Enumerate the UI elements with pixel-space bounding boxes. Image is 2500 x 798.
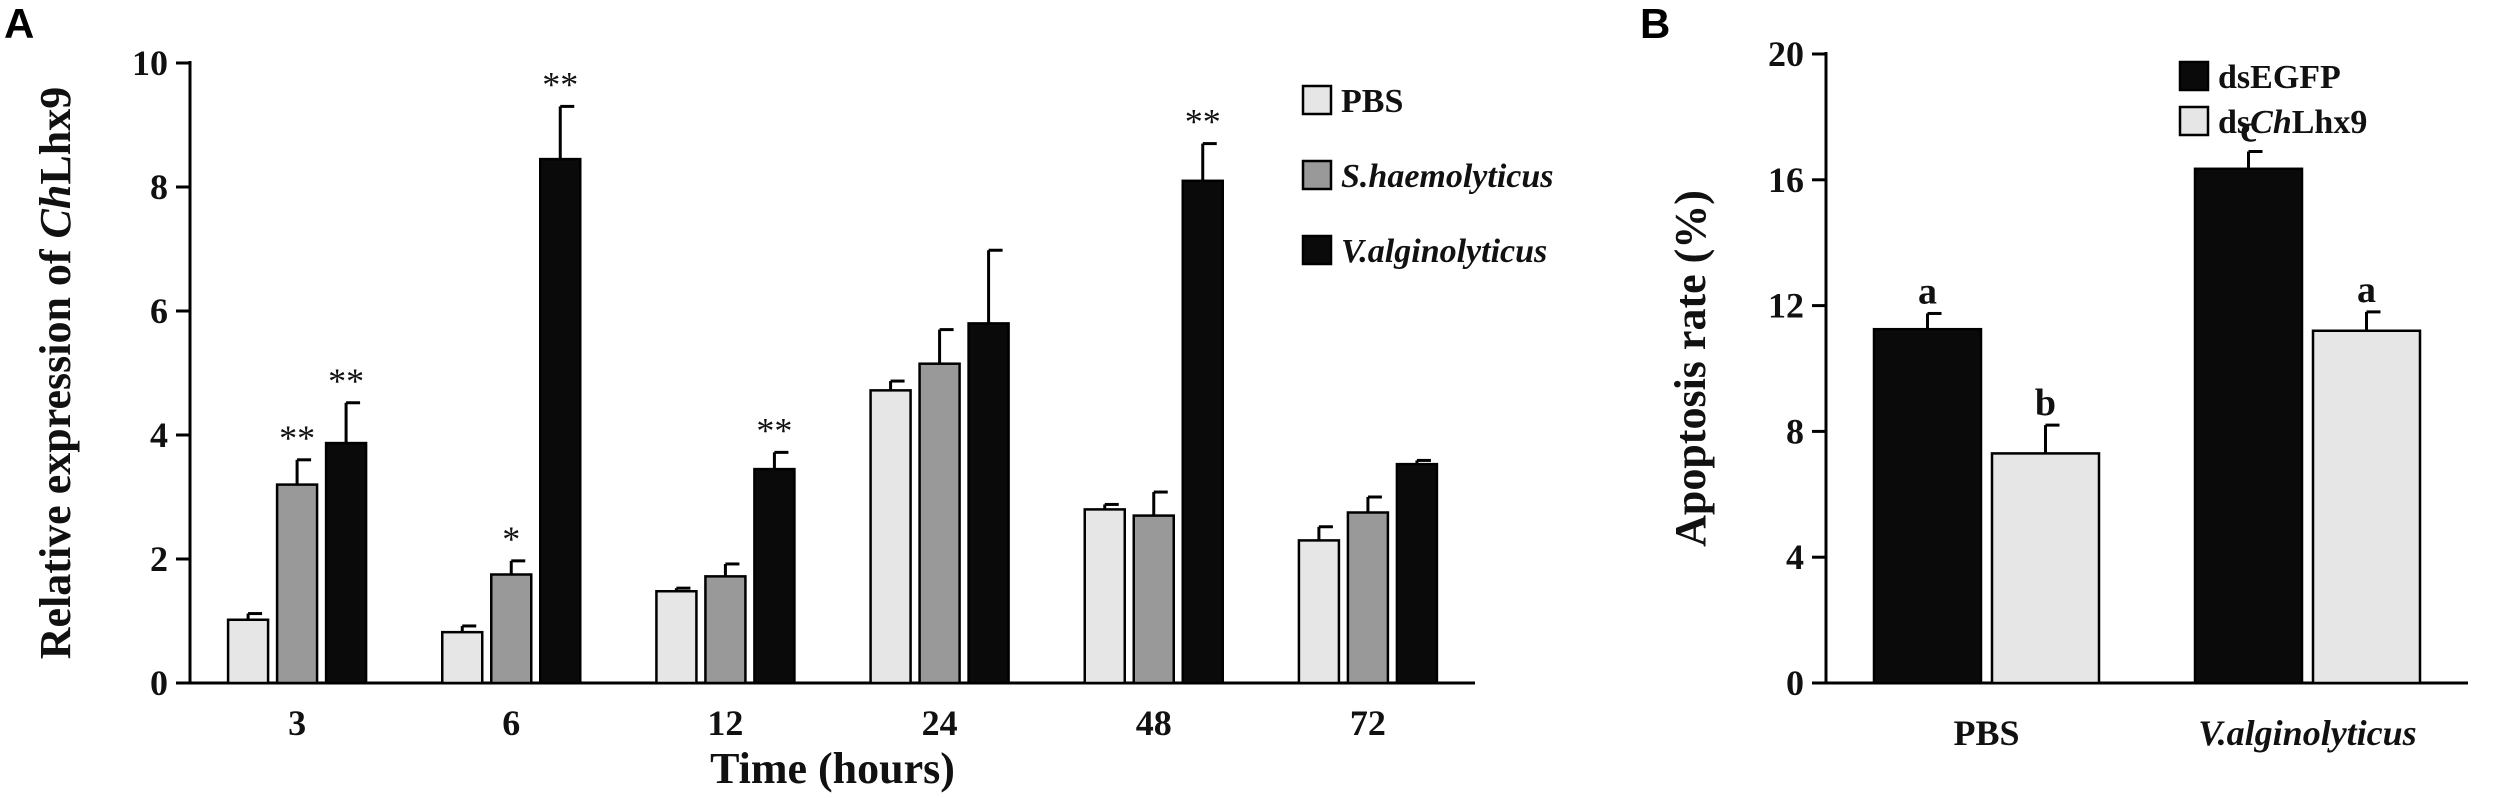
- bar: [539, 157, 582, 685]
- y-tick-label: 10: [132, 43, 168, 83]
- y-tick-label: 4: [1786, 537, 1804, 577]
- bar: [2193, 167, 2304, 685]
- y-axis-title: Apoptosis rate (%): [1666, 190, 1715, 547]
- x-tick-label: 48: [1136, 703, 1172, 743]
- y-tick-label: 0: [150, 663, 168, 703]
- y-tick-label: 4: [150, 415, 168, 455]
- x-tick-label: V.alginolyticus: [2198, 713, 2416, 753]
- bar: [441, 630, 484, 685]
- bar: [1132, 514, 1175, 685]
- bar: [275, 483, 319, 685]
- y-tick-label: 8: [150, 167, 168, 207]
- x-tick-label: 72: [1350, 703, 1386, 743]
- y-tick-label: 20: [1768, 34, 1804, 74]
- bar: [324, 441, 368, 685]
- y-tick-label: 0: [1786, 663, 1804, 703]
- x-tick-label: 12: [707, 703, 743, 743]
- bar: [753, 467, 796, 685]
- legend-swatch: [1301, 159, 1333, 191]
- bar: [1181, 179, 1224, 685]
- x-tick-label: 6: [502, 703, 520, 743]
- bar: [967, 322, 1010, 685]
- bar: [1872, 327, 1983, 685]
- x-axis-title: Time (hours): [710, 744, 955, 793]
- bar-annotation: **: [328, 361, 364, 401]
- bar: [1990, 452, 2101, 685]
- bar-annotation: **: [756, 410, 792, 450]
- y-tick-label: 12: [1768, 286, 1804, 326]
- y-tick-label: 2: [150, 539, 168, 579]
- bar: [869, 389, 912, 685]
- bar-annotation: **: [1185, 102, 1221, 142]
- panel-b-letter: B: [1640, 0, 1670, 47]
- bar: [1083, 508, 1126, 685]
- x-tick-label: 24: [922, 703, 958, 743]
- legend-label: PBS: [1341, 83, 1403, 120]
- y-tick-label: 6: [150, 291, 168, 331]
- bar: [226, 618, 270, 685]
- bar-annotation: a: [2357, 269, 2376, 311]
- y-tick-label: 8: [1786, 411, 1804, 451]
- chart-panel-b: 0 4 8 12 16 20 a b PBS c a V.alginolyticus Apoptosis…: [1666, 34, 2468, 753]
- legend-label: dsEGFP: [2218, 59, 2341, 96]
- legend-label: V.alginolyticus: [1341, 233, 1547, 270]
- y-axis-title: Relative expression of ChLhx9: [31, 87, 80, 659]
- bar: [490, 573, 533, 685]
- bar: [2311, 329, 2422, 685]
- bar-annotation: **: [542, 64, 578, 104]
- bar-annotation: c: [2240, 108, 2257, 150]
- legend-swatch: [2178, 60, 2210, 92]
- y-tick-label: 16: [1768, 160, 1804, 200]
- bar: [1297, 539, 1341, 685]
- x-tick-label: PBS: [1953, 713, 2019, 753]
- bar: [918, 362, 961, 685]
- bar: [1395, 462, 1439, 685]
- bar-annotation: a: [1918, 270, 1937, 312]
- legend-label: S.haemolyticus: [1341, 158, 1554, 195]
- legend-label: dsChLhx9: [2218, 104, 2367, 141]
- x-tick-label: 3: [288, 703, 306, 743]
- legend-swatch: [1301, 84, 1333, 116]
- bar: [704, 575, 747, 685]
- bar: [655, 589, 698, 685]
- bar-annotation: **: [279, 418, 315, 458]
- bar-annotation: b: [2035, 382, 2056, 424]
- bar: [1346, 511, 1390, 685]
- legend-swatch: [2178, 105, 2210, 137]
- legend-swatch: [1301, 234, 1333, 266]
- bar-annotation: *: [502, 519, 520, 559]
- panel-a-letter: A: [4, 0, 34, 47]
